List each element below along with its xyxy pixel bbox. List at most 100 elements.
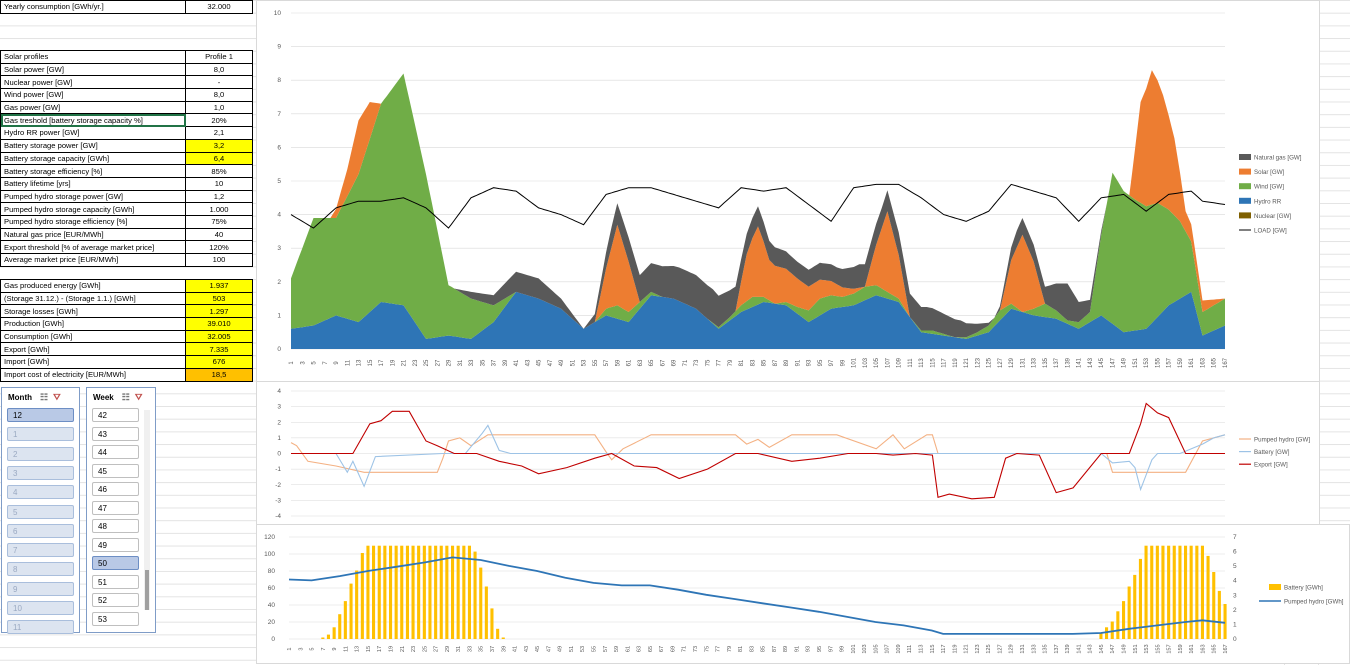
param-label[interactable]: Pumped hydro storage power [GW] [0, 189, 186, 204]
result-label[interactable]: Gas produced energy [GWh] [0, 279, 186, 293]
param-label[interactable]: Hydro RR power [GW] [0, 126, 186, 140]
param-value[interactable]: 85% [185, 164, 253, 178]
result-value[interactable]: 503 [185, 291, 253, 306]
x-tick-label: 15 [366, 646, 372, 652]
x-tick-label: 133 [1032, 357, 1038, 368]
week-slicer-scroll-thumb[interactable] [145, 570, 149, 610]
multi-select-icon[interactable]: ☷ [121, 391, 130, 402]
param-label[interactable]: Average market price [EUR/MWh] [0, 253, 186, 267]
param-value[interactable]: 2,1 [185, 126, 253, 140]
param-value[interactable]: 75% [185, 214, 253, 229]
param-value[interactable]: 8,0 [185, 62, 253, 77]
month-slicer-item[interactable]: 11 [7, 620, 74, 635]
param-value[interactable]: 8,0 [185, 88, 253, 102]
result-value[interactable]: 32.005 [185, 329, 253, 344]
month-slicer-item[interactable]: 6 [7, 523, 74, 538]
result-label[interactable]: Import [GWh] [0, 355, 186, 369]
params-header-label[interactable]: Solar profiles [0, 50, 186, 64]
result-label[interactable]: Storage losses [GWh] [0, 304, 186, 319]
week-slicer-item[interactable]: 51 [92, 574, 139, 589]
week-slicer-item[interactable]: 45 [92, 463, 139, 478]
month-slicer-item[interactable]: 3 [7, 465, 74, 480]
month-slicer-item[interactable]: 9 [7, 581, 74, 596]
week-slicer-item[interactable]: 49 [92, 537, 139, 552]
week-slicer-item[interactable]: 44 [92, 445, 139, 459]
clear-filter-icon[interactable]: ⛛ [134, 391, 143, 402]
result-value[interactable]: 676 [185, 355, 253, 369]
month-slicer-item[interactable]: 5 [7, 504, 74, 519]
yearly-consumption-value[interactable]: 32.000 [185, 0, 253, 14]
param-label[interactable]: Battery lifetime [yrs] [0, 176, 186, 191]
result-label[interactable]: (Storage 31.12.) - (Storage 1.1.) [GWh] [0, 291, 186, 306]
result-value[interactable]: 1.937 [185, 279, 253, 293]
month-slicer-item[interactable]: 10 [7, 601, 74, 615]
x-tick-label: 113 [919, 645, 925, 654]
week-slicer-item[interactable]: 52 [92, 593, 139, 607]
result-label[interactable]: Export [GWh] [0, 342, 186, 357]
param-value[interactable]: - [185, 75, 253, 90]
result-value[interactable]: 7.335 [185, 342, 253, 357]
bar [366, 545, 370, 639]
result-value[interactable]: 39.010 [185, 317, 253, 331]
multi-select-icon[interactable]: ☷ [40, 391, 49, 402]
param-label[interactable]: Gas power [GW] [0, 100, 186, 115]
week-slicer-item[interactable]: 50 [92, 556, 139, 570]
week-slicer-item[interactable]: 48 [92, 519, 139, 533]
param-label[interactable]: Natural gas price [EUR/MWh] [0, 227, 186, 242]
param-value[interactable]: 1.000 [185, 202, 253, 216]
param-label[interactable]: Gas treshold [battery storage capacity %… [0, 113, 186, 128]
param-label[interactable]: Wind power [GW] [0, 88, 186, 102]
power-flow-chart[interactable]: -4 -3 -2 -1 0 1 2 3 4 Pumped hydro [GW] Battery [G… [256, 381, 1320, 525]
month-slicer-item[interactable]: 7 [7, 543, 74, 558]
import-cost-label[interactable]: Import cost of electricity [EUR/MWh] [0, 367, 186, 382]
param-value[interactable]: 6,4 [185, 151, 253, 166]
param-label[interactable]: Pumped hydro storage capacity [GWh] [0, 202, 186, 216]
x-tick-label: 3 [300, 361, 306, 365]
result-label[interactable]: Consumption [GWh] [0, 329, 186, 344]
y-tick-label: 1 [277, 435, 281, 442]
month-slicer-item[interactable]: 4 [7, 485, 74, 500]
month-slicer-header: Month ☷ ⛛ [2, 388, 79, 406]
param-value[interactable]: 120% [185, 240, 253, 254]
week-slicer-item[interactable]: 42 [92, 408, 139, 422]
params-header-value[interactable]: Profile 1 [185, 50, 253, 64]
y2-tick-label: 4 [1233, 578, 1237, 585]
month-slicer-item[interactable]: 2 [7, 446, 74, 461]
bar [372, 545, 376, 639]
import-cost-value[interactable]: 18,5 [185, 367, 253, 382]
param-label[interactable]: Solar power [GW] [0, 62, 186, 77]
param-value[interactable]: 20% [185, 113, 253, 128]
param-value[interactable]: 1,2 [185, 189, 253, 204]
x-tick-label: 73 [694, 359, 700, 366]
month-slicer-item[interactable]: 1 [7, 427, 74, 442]
month-slicer-item[interactable]: 12 [7, 408, 74, 422]
yearly-consumption-label[interactable]: Yearly consumption [GWh/yr.] [0, 0, 186, 14]
param-value[interactable]: 100 [185, 253, 253, 267]
storage-chart[interactable]: 0 20 40 60 80 100 120 0 1 2 3 4 5 6 7 1 3 5 7 9 11 13 15 17 19 21… [256, 524, 1350, 664]
param-label[interactable]: Pumped hydro storage efficiency [%] [0, 214, 186, 229]
param-value[interactable]: 1,0 [185, 100, 253, 115]
result-label[interactable]: Production [GWh] [0, 317, 186, 331]
param-label[interactable]: Export threshold [% of average market pr… [0, 240, 186, 254]
week-slicer-item[interactable]: 46 [92, 482, 139, 496]
week-slicer-scrollbar[interactable] [144, 410, 150, 610]
month-slicer-item[interactable]: 8 [7, 562, 74, 577]
week-slicer-item[interactable]: 53 [92, 611, 139, 626]
week-slicer-item[interactable]: 47 [92, 500, 139, 515]
result-value[interactable]: 1.297 [185, 304, 253, 319]
param-value[interactable]: 40 [185, 227, 253, 242]
week-slicer-item[interactable]: 43 [92, 426, 139, 441]
param-value[interactable]: 3,2 [185, 138, 253, 153]
param-label[interactable]: Battery storage capacity [GWh] [0, 151, 186, 166]
param-value[interactable]: 10 [185, 176, 253, 191]
param-label[interactable]: Nuclear power [GW] [0, 75, 186, 90]
month-slicer[interactable]: Month ☷ ⛛ 12 1 2 3 4 5 6 7 8 9 10 11 [1, 387, 80, 635]
generation-chart[interactable]: 0 1 2 3 4 5 6 7 8 9 10 1 3 5 7 9 11 13 15 17 19 21 23 25 27 29 31 3… [256, 0, 1320, 382]
param-label[interactable]: Battery storage efficiency [%] [0, 164, 186, 178]
week-slicer[interactable]: Week ☷ ⛛ 42 43 44 45 46 47 48 49 50 51 52 53 [86, 387, 156, 633]
param-label[interactable]: Battery storage power [GW] [0, 138, 186, 153]
import-cost-row: Import cost of electricity [EUR/MWh] 18,5 [0, 367, 253, 382]
x-tick-label: 141 [1076, 644, 1082, 653]
clear-filter-icon[interactable]: ⛛ [53, 391, 61, 402]
